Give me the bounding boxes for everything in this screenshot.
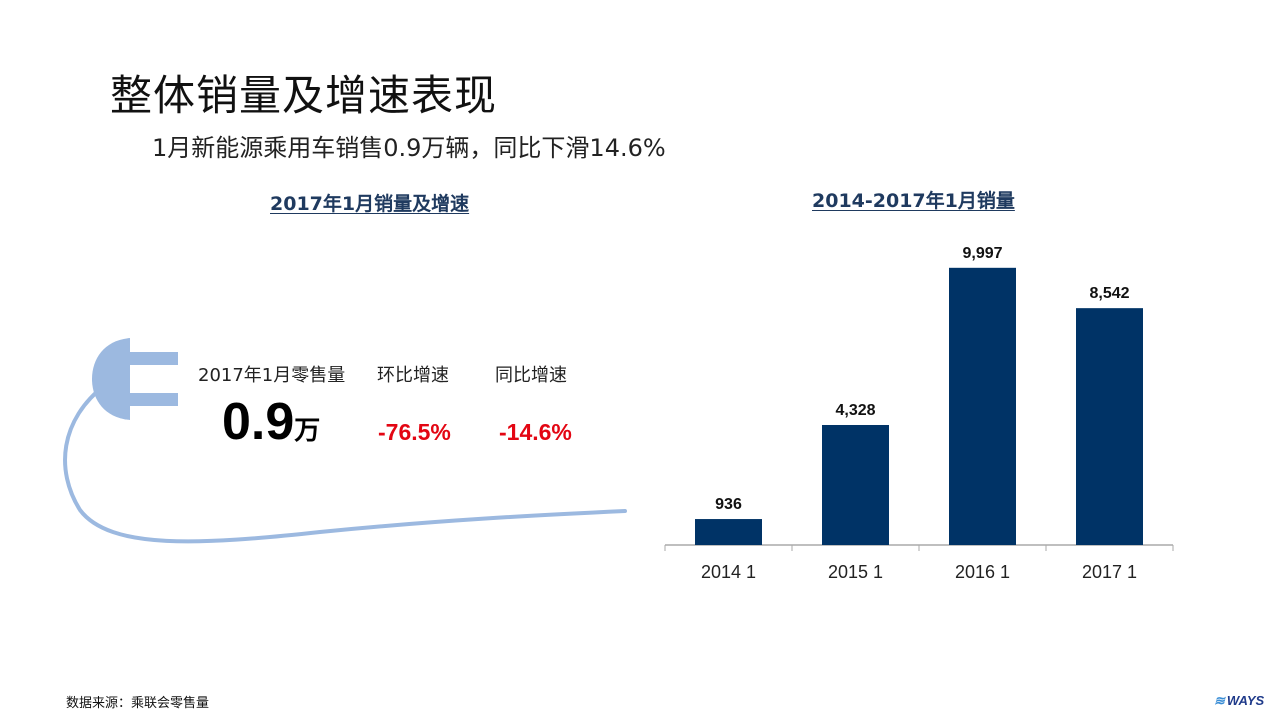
- retail-volume-number: 0.9: [222, 393, 295, 451]
- x-tick-label: 2017 1: [1082, 562, 1137, 582]
- bar-value-label: 936: [715, 496, 742, 513]
- retail-volume-label: 2017年1月零售量: [198, 365, 346, 386]
- plug-icon: [63, 338, 627, 544]
- ways-logo-mark-icon: ≋: [1214, 693, 1225, 708]
- plug-prong-top: [128, 352, 178, 365]
- mom-growth-value: -76.5%: [378, 419, 451, 445]
- bar-value-label: 8,542: [1089, 285, 1129, 302]
- x-tick-label: 2014 1: [701, 562, 756, 582]
- plug-cable: [63, 383, 627, 544]
- bar: [695, 519, 762, 545]
- bar-value-label: 4,328: [835, 402, 875, 419]
- right-section-title: 2014-2017年1月销量: [812, 190, 1015, 212]
- bar: [949, 267, 1016, 545]
- x-tick-label: 2015 1: [828, 562, 883, 582]
- yoy-growth-value: -14.6%: [499, 419, 572, 445]
- bar: [822, 424, 889, 545]
- retail-volume-value: 0.9万: [222, 392, 320, 452]
- bar: [1076, 308, 1143, 545]
- page-title: 整体销量及增速表现: [110, 71, 498, 120]
- sales-bar-chart: 936 2014 1 4,328 2015 1 9,997 2016 1 8,542 2017…: [664, 245, 1174, 582]
- page-subtitle: 1月新能源乘用车销售0.9万辆，同比下滑14.6%: [152, 134, 666, 162]
- retail-volume-unit: 万: [294, 416, 321, 446]
- x-tick-label: 2016 1: [955, 562, 1010, 582]
- ways-logo: ≋ WAYS: [1214, 693, 1264, 709]
- data-source-note: 数据来源：乘联会零售量: [66, 696, 210, 711]
- plug-body: [92, 338, 130, 420]
- mom-growth-label: 环比增速: [377, 365, 449, 386]
- plug-prong-bottom: [128, 393, 178, 406]
- bar-value-label: 9,997: [962, 245, 1002, 262]
- ways-logo-text: WAYS: [1226, 693, 1265, 708]
- left-section-title: 2017年1月销量及增速: [270, 193, 470, 215]
- yoy-growth-label: 同比增速: [495, 365, 567, 386]
